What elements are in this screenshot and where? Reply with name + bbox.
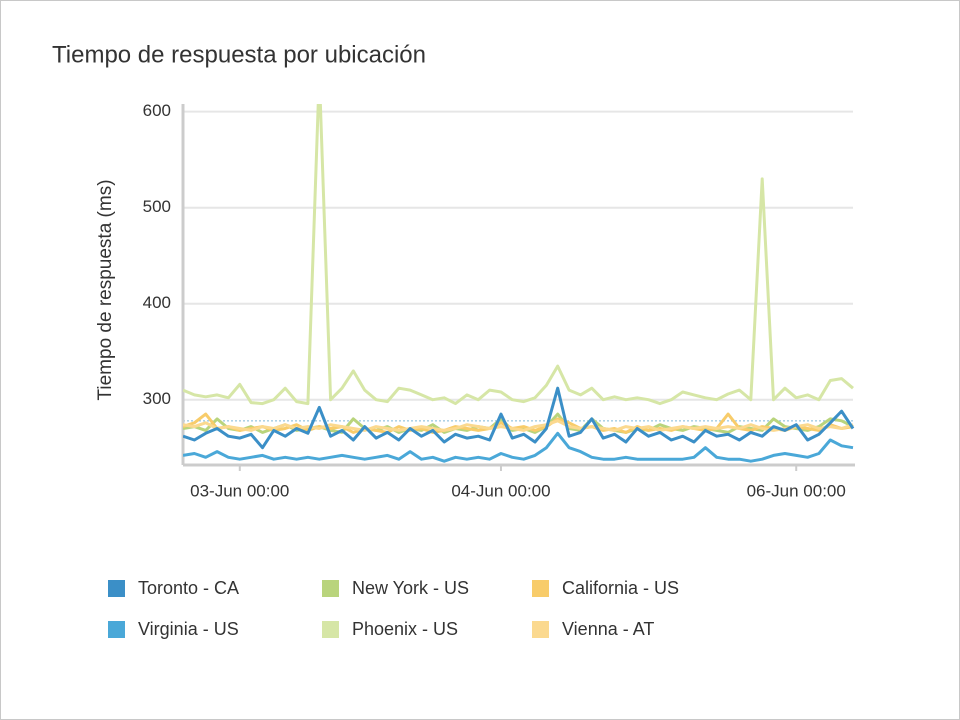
legend-swatch [108,621,125,638]
series-line [183,419,854,432]
x-tick-label: 06-Jun 00:00 [747,481,846,500]
legend-swatch [108,580,125,597]
legend-swatch [322,621,339,638]
legend-swatch [532,580,549,597]
legend-label: Virginia - US [138,619,239,639]
plot-lines [183,104,855,463]
series-line [183,386,855,450]
series-line [183,104,854,406]
legend-swatch [532,621,549,638]
legend-label: Toronto - CA [138,578,239,598]
legend-label: California - US [562,578,679,598]
y-tick-label: 500 [143,197,171,216]
legend-label: Phoenix - US [352,619,458,639]
chart-title: Tiempo de respuesta por ubicación [52,41,426,68]
x-tick-label: 04-Jun 00:00 [451,481,550,500]
series-line [183,431,854,463]
y-axis-label: Tiempo de respuesta (ms) [95,179,116,400]
y-tick-label: 600 [143,101,171,120]
legend-label: Vienna - AT [562,619,654,639]
legend-swatch [322,580,339,597]
y-tick-label: 400 [143,293,171,312]
legend-label: New York - US [352,578,469,598]
x-tick-label: 03-Jun 00:00 [190,481,289,500]
y-tick-label: 300 [143,389,171,408]
